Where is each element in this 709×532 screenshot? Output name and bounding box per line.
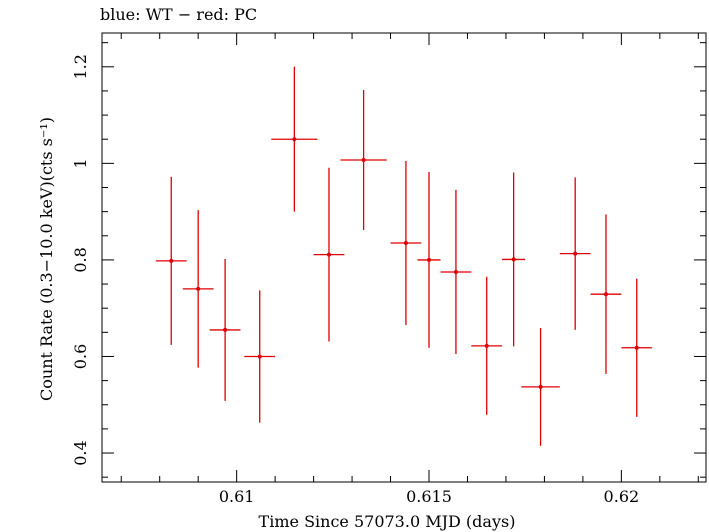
x-tick-label: 0.62 xyxy=(604,487,640,506)
y-tick-label: 0.4 xyxy=(71,440,90,465)
data-point xyxy=(209,258,241,401)
data-marker xyxy=(427,257,432,262)
data-marker xyxy=(361,157,366,162)
data-point xyxy=(313,167,345,342)
data-marker xyxy=(573,251,578,256)
data-point xyxy=(244,290,276,423)
data-series xyxy=(155,66,653,446)
data-marker xyxy=(403,241,408,246)
data-marker xyxy=(538,384,543,389)
data-marker xyxy=(511,257,516,262)
data-marker xyxy=(257,354,262,359)
x-axis-label: Time Since 57073.0 MJD (days) xyxy=(259,512,516,531)
series-points xyxy=(155,66,653,446)
data-point xyxy=(621,278,653,417)
y-axis-ticks: 0.4 0.6 0.8 1 1.2 xyxy=(71,42,706,478)
x-tick-label: 0.61 xyxy=(219,487,255,506)
data-point xyxy=(417,172,441,348)
data-point xyxy=(521,327,560,446)
data-marker xyxy=(196,286,201,291)
data-point xyxy=(340,89,387,230)
data-point xyxy=(559,177,591,330)
data-point xyxy=(440,189,472,355)
data-point xyxy=(390,160,422,326)
data-point xyxy=(590,214,622,374)
x-tick-label: 0.615 xyxy=(406,487,452,506)
y-tick-label: 1 xyxy=(71,158,90,168)
data-point xyxy=(271,66,318,212)
x-axis-ticks: 0.61 0.615 0.62 xyxy=(120,33,699,506)
y-tick-label: 0.6 xyxy=(71,344,90,369)
y-tick-label: 1.2 xyxy=(71,54,90,79)
data-marker xyxy=(603,292,608,297)
plot-frame xyxy=(101,32,707,483)
plot-border xyxy=(101,32,707,483)
data-marker xyxy=(453,269,458,274)
y-tick-label: 0.8 xyxy=(71,247,90,272)
data-point xyxy=(182,210,214,368)
data-point xyxy=(155,176,187,345)
chart-title: blue: WT − red: PC xyxy=(100,5,258,24)
data-marker xyxy=(169,258,174,263)
data-point xyxy=(502,172,526,347)
data-marker xyxy=(484,343,489,348)
data-marker xyxy=(223,327,228,332)
y-axis-label: Count Rate (0.3−10.0 keV)(cts s⁻¹) xyxy=(37,117,56,401)
data-marker xyxy=(292,137,297,142)
data-point xyxy=(471,276,503,415)
data-marker xyxy=(326,252,331,257)
data-marker xyxy=(634,345,639,350)
